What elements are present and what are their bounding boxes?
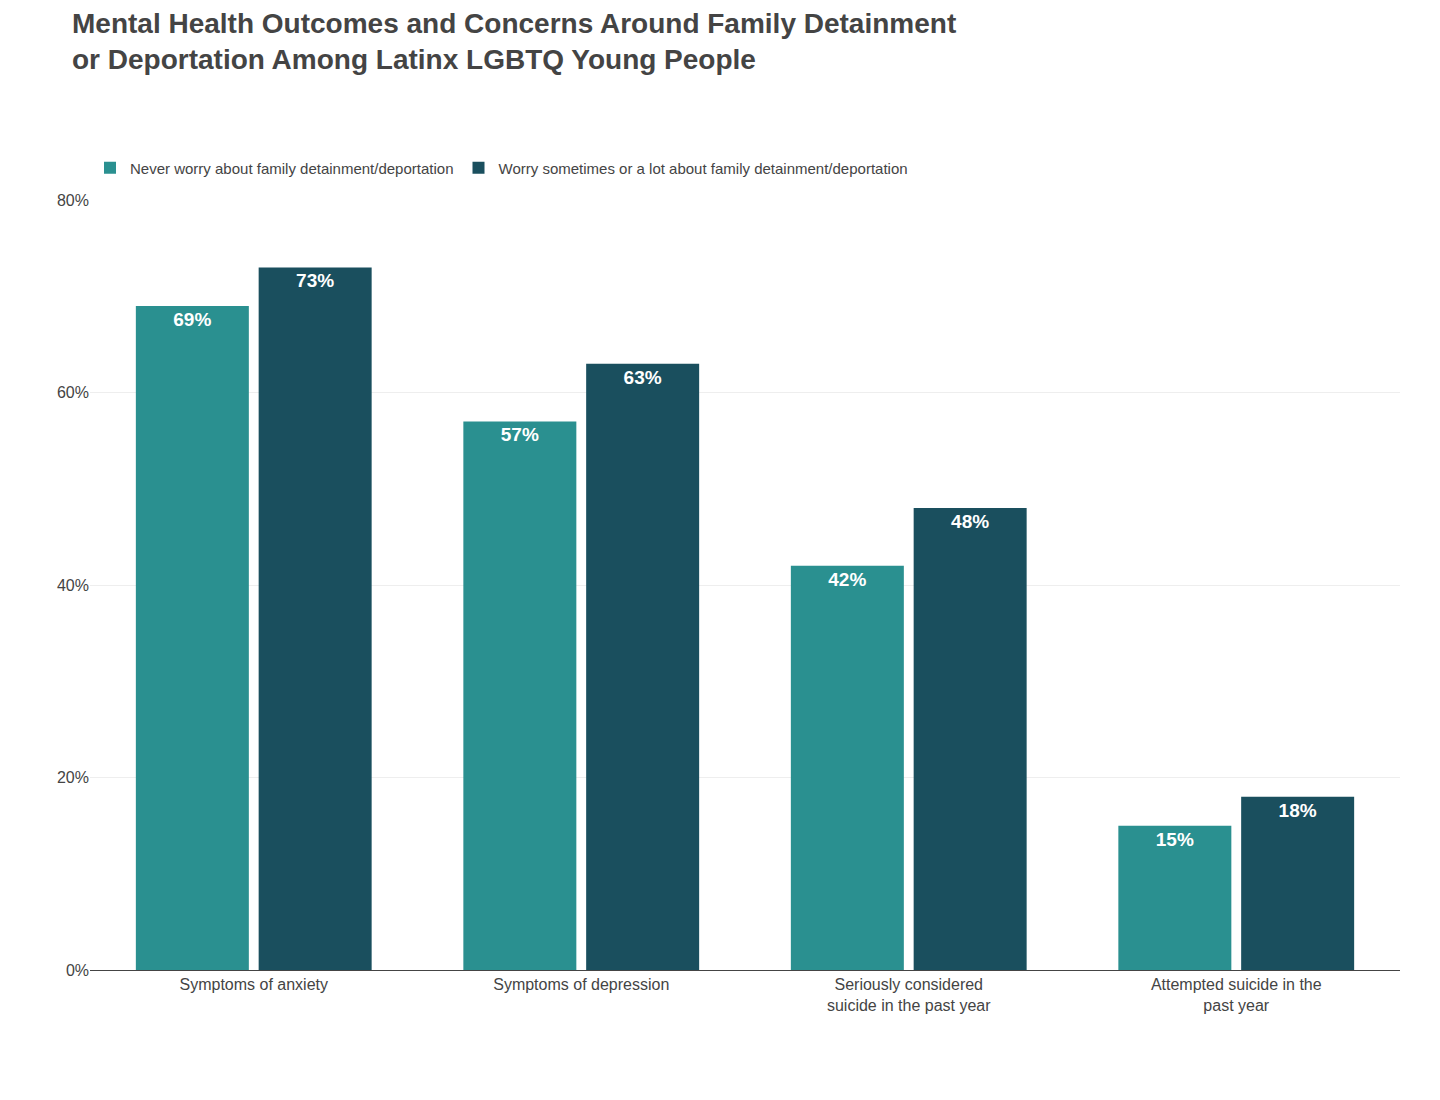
svg-text:15%: 15% bbox=[1156, 829, 1194, 850]
svg-text:63%: 63% bbox=[624, 367, 662, 388]
svg-text:69%: 69% bbox=[173, 309, 211, 330]
svg-text:Symptoms of anxiety: Symptoms of anxiety bbox=[180, 976, 329, 993]
svg-text:Attempted suicide in thepast y: Attempted suicide in thepast year bbox=[1151, 976, 1322, 1014]
svg-text:Worry sometimes or a lot about: Worry sometimes or a lot about family de… bbox=[499, 160, 908, 177]
svg-text:73%: 73% bbox=[296, 270, 334, 291]
svg-text:60%: 60% bbox=[57, 384, 89, 401]
svg-text:80%: 80% bbox=[57, 192, 89, 209]
svg-text:40%: 40% bbox=[57, 577, 89, 594]
svg-text:20%: 20% bbox=[57, 769, 89, 786]
svg-text:Seriously consideredsuicide in: Seriously consideredsuicide in the past … bbox=[827, 976, 991, 1014]
svg-text:57%: 57% bbox=[501, 424, 539, 445]
svg-text:0%: 0% bbox=[66, 962, 89, 979]
svg-text:Symptoms of depression: Symptoms of depression bbox=[493, 976, 669, 993]
svg-text:18%: 18% bbox=[1279, 800, 1317, 821]
svg-text:Never worry about family detai: Never worry about family detainment/depo… bbox=[130, 160, 454, 177]
svg-text:Mental Health Outcomes and Con: Mental Health Outcomes and Concerns Arou… bbox=[72, 8, 956, 75]
svg-text:48%: 48% bbox=[951, 511, 989, 532]
svg-text:42%: 42% bbox=[828, 569, 866, 590]
